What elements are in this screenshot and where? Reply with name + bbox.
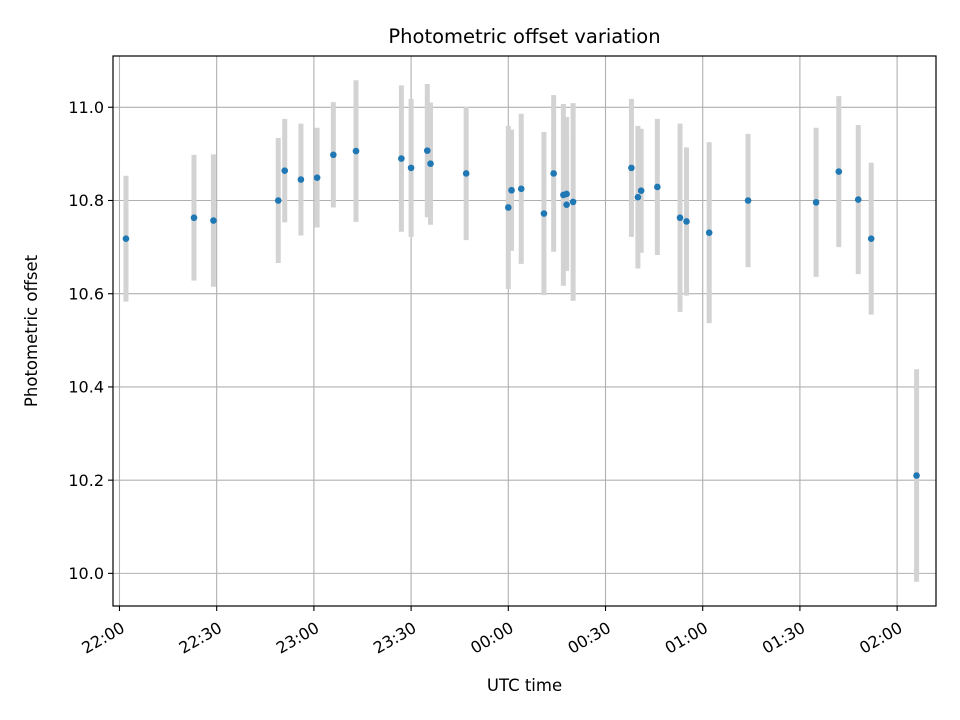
data-point xyxy=(517,185,525,193)
data-point xyxy=(637,187,645,195)
data-point xyxy=(913,472,920,479)
data-point xyxy=(352,147,360,155)
data-point xyxy=(427,160,434,167)
y-tick-label: 10.2 xyxy=(68,471,104,490)
y-tick-label: 11.0 xyxy=(68,98,104,117)
y-axis: 10.0 10.2 10.4 10.6 10.8 11.0 xyxy=(68,98,113,583)
data-point xyxy=(654,183,661,191)
y-tick-label: 10.4 xyxy=(68,378,104,397)
data-point xyxy=(563,190,570,198)
y-axis-label: Photometric offset xyxy=(22,254,41,407)
chart-title: Photometric offset variation xyxy=(388,25,660,48)
data-point xyxy=(398,155,405,162)
data-point xyxy=(569,198,577,206)
data-point xyxy=(297,176,305,183)
data-point xyxy=(705,229,713,236)
y-tick-label: 10.6 xyxy=(68,284,104,303)
data-point xyxy=(676,214,684,222)
data-point xyxy=(628,164,635,172)
grid xyxy=(113,56,936,606)
data-point xyxy=(854,196,862,203)
data-point xyxy=(122,235,130,243)
data-point xyxy=(281,167,289,174)
y-tick-label: 10.8 xyxy=(68,191,104,210)
data-point xyxy=(330,151,337,159)
plot-frame xyxy=(112,55,937,607)
data-point xyxy=(744,197,752,204)
data-point xyxy=(423,147,431,154)
data-point xyxy=(504,204,512,211)
data-point xyxy=(550,170,557,177)
y-tick-label: 10.0 xyxy=(68,564,104,583)
x-axis-label: UTC time xyxy=(487,676,562,695)
data-points xyxy=(122,147,920,479)
data-point xyxy=(634,193,642,201)
data-point xyxy=(274,197,282,204)
data-point xyxy=(462,170,470,177)
data-point xyxy=(190,214,198,222)
data-point xyxy=(812,199,820,206)
data-point xyxy=(867,235,875,243)
data-point xyxy=(508,186,515,194)
data-point xyxy=(210,217,217,224)
data-point xyxy=(835,168,843,175)
data-point xyxy=(563,201,570,208)
data-point xyxy=(540,210,548,217)
data-point xyxy=(313,174,321,181)
data-point xyxy=(683,218,690,225)
data-point xyxy=(407,164,415,172)
